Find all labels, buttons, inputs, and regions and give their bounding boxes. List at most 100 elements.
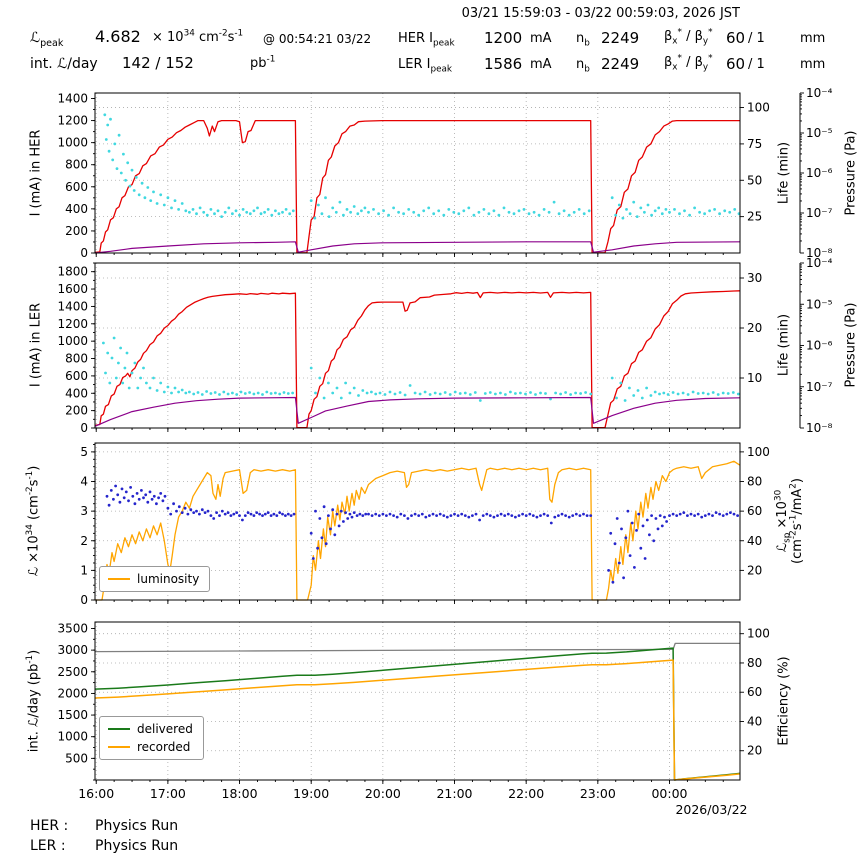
svg-text:10⁻⁴: 10⁻⁴ <box>806 86 833 100</box>
ler-ipeak-label: LER Ipeak <box>398 57 453 75</box>
luminosity-axis-label: ℒ ×1034 (cm-2s-1) <box>25 465 42 577</box>
ler-ipeak-value: 1586 <box>484 55 523 73</box>
svg-text:20: 20 <box>747 563 762 577</box>
svg-text:1400: 1400 <box>57 92 88 106</box>
her-beta-sep: / 1 <box>748 31 765 46</box>
svg-text:3500: 3500 <box>57 621 88 635</box>
svg-text:800: 800 <box>65 352 88 366</box>
svg-text:10⁻⁸: 10⁻⁸ <box>806 246 833 260</box>
legend-label: recorded <box>137 740 191 754</box>
her-beta-value: 60 <box>726 29 746 47</box>
svg-text:1000: 1000 <box>57 334 88 348</box>
svg-text:1200: 1200 <box>57 317 88 331</box>
legend-swatch <box>108 578 130 580</box>
svg-text:21:00: 21:00 <box>436 786 472 801</box>
svg-text:60: 60 <box>747 685 762 699</box>
svg-text:0: 0 <box>80 593 88 607</box>
her-pressure-axis-label: Pressure (Pa) <box>843 130 859 216</box>
svg-text:10⁻⁶: 10⁻⁶ <box>806 339 833 353</box>
efficiency-axis-label: Efficiency (%) <box>776 656 792 746</box>
svg-text:80: 80 <box>747 475 762 489</box>
svg-text:40: 40 <box>747 714 762 728</box>
svg-text:1: 1 <box>80 563 88 577</box>
her-beta-unit: mm <box>800 31 826 46</box>
svg-text:3: 3 <box>80 504 88 518</box>
ler-life-axis-label: Life (min) <box>776 313 792 377</box>
ler-beta-label: βx* / βy* <box>664 53 713 73</box>
svg-text:10⁻⁸: 10⁻⁸ <box>806 421 833 435</box>
lpeak-timestamp: @ 00:54:21 03/22 <box>263 32 372 46</box>
intlday-label: int. ℒ/day <box>30 56 98 72</box>
integrated-lumi-axis-label: int. ℒ/day (pb-1) <box>25 649 42 753</box>
ler-nb-label: nb <box>576 57 590 75</box>
her-nb-label: nb <box>576 31 590 49</box>
ler-run-status: Physics Run <box>95 838 179 854</box>
svg-text:0: 0 <box>80 246 88 260</box>
legend-label: delivered <box>137 722 193 736</box>
svg-text:10⁻⁷: 10⁻⁷ <box>806 206 833 220</box>
svg-text:10⁻⁵: 10⁻⁵ <box>806 297 833 311</box>
svg-text:10⁻⁴: 10⁻⁴ <box>806 256 833 270</box>
svg-text:1400: 1400 <box>57 299 88 313</box>
svg-text:23:00: 23:00 <box>580 786 616 801</box>
her-nb-value: 2249 <box>601 29 640 47</box>
svg-text:600: 600 <box>65 369 88 383</box>
svg-text:1500: 1500 <box>57 708 88 722</box>
svg-text:100: 100 <box>747 101 770 115</box>
svg-text:16:00: 16:00 <box>78 786 114 801</box>
svg-text:80: 80 <box>747 656 762 670</box>
lpeak-symbol: ℒpeak <box>30 30 64 49</box>
svg-text:10: 10 <box>747 371 762 385</box>
svg-text:75: 75 <box>747 137 762 151</box>
svg-text:2000: 2000 <box>57 686 88 700</box>
luminosity-legend: luminosity <box>99 566 211 592</box>
svg-text:800: 800 <box>65 158 88 172</box>
specific-luminosity-axis-label: ℒsp ×1030 (cm-2s-1/mA2) <box>774 478 805 564</box>
her-ipeak-value: 1200 <box>484 29 523 47</box>
svg-text:10⁻⁷: 10⁻⁷ <box>806 380 833 394</box>
svg-text:20:00: 20:00 <box>365 786 401 801</box>
svg-text:20: 20 <box>747 744 762 758</box>
legend-swatch <box>108 728 130 730</box>
her-beta-label: βx* / βy* <box>664 27 713 47</box>
legend-label: luminosity <box>137 572 200 586</box>
ler-current-axis-label: I (mA) in LER <box>28 302 44 388</box>
delivered-recorded-legend: delivered recorded <box>99 716 204 760</box>
svg-text:2500: 2500 <box>57 665 88 679</box>
svg-text:40: 40 <box>747 534 762 548</box>
svg-text:3000: 3000 <box>57 643 88 657</box>
svg-text:1600: 1600 <box>57 282 88 296</box>
svg-text:200: 200 <box>65 224 88 238</box>
svg-text:4: 4 <box>80 475 88 489</box>
ler-run-label: LER : <box>30 838 66 854</box>
legend-entry: recorded <box>108 738 193 756</box>
her-run-status: Physics Run <box>95 818 179 834</box>
svg-text:1000: 1000 <box>57 730 88 744</box>
her-ipeak-label: HER Ipeak <box>398 31 455 49</box>
svg-text:10⁻⁶: 10⁻⁶ <box>806 166 833 180</box>
svg-text:00:00: 00:00 <box>651 786 687 801</box>
specific-luminosity-axis-label-line2: (cm-2s-1/mA2) <box>788 478 805 564</box>
svg-text:400: 400 <box>65 202 88 216</box>
svg-text:10⁻⁵: 10⁻⁵ <box>806 126 833 140</box>
svg-text:400: 400 <box>65 386 88 400</box>
svg-text:50: 50 <box>747 173 762 187</box>
svg-text:600: 600 <box>65 180 88 194</box>
ler-ipeak-unit: mA <box>530 57 552 72</box>
lpeak-unit: × 1034 cm-2s-1 <box>152 28 244 45</box>
svg-text:2: 2 <box>80 534 88 548</box>
ler-beta-unit: mm <box>800 57 826 72</box>
her-run-label: HER : <box>30 818 69 834</box>
svg-text:1200: 1200 <box>57 114 88 128</box>
svg-text:500: 500 <box>65 751 88 765</box>
svg-text:2026/03/22: 2026/03/22 <box>675 802 747 817</box>
svg-text:1000: 1000 <box>57 136 88 150</box>
ler-beta-sep: / 1 <box>748 57 765 72</box>
svg-text:22:00: 22:00 <box>508 786 544 801</box>
ler-pressure-axis-label: Pressure (Pa) <box>843 302 859 388</box>
intlday-unit: pb-1 <box>250 54 276 71</box>
lpeak-value: 4.682 <box>95 27 141 46</box>
legend-entry: delivered <box>108 720 193 738</box>
